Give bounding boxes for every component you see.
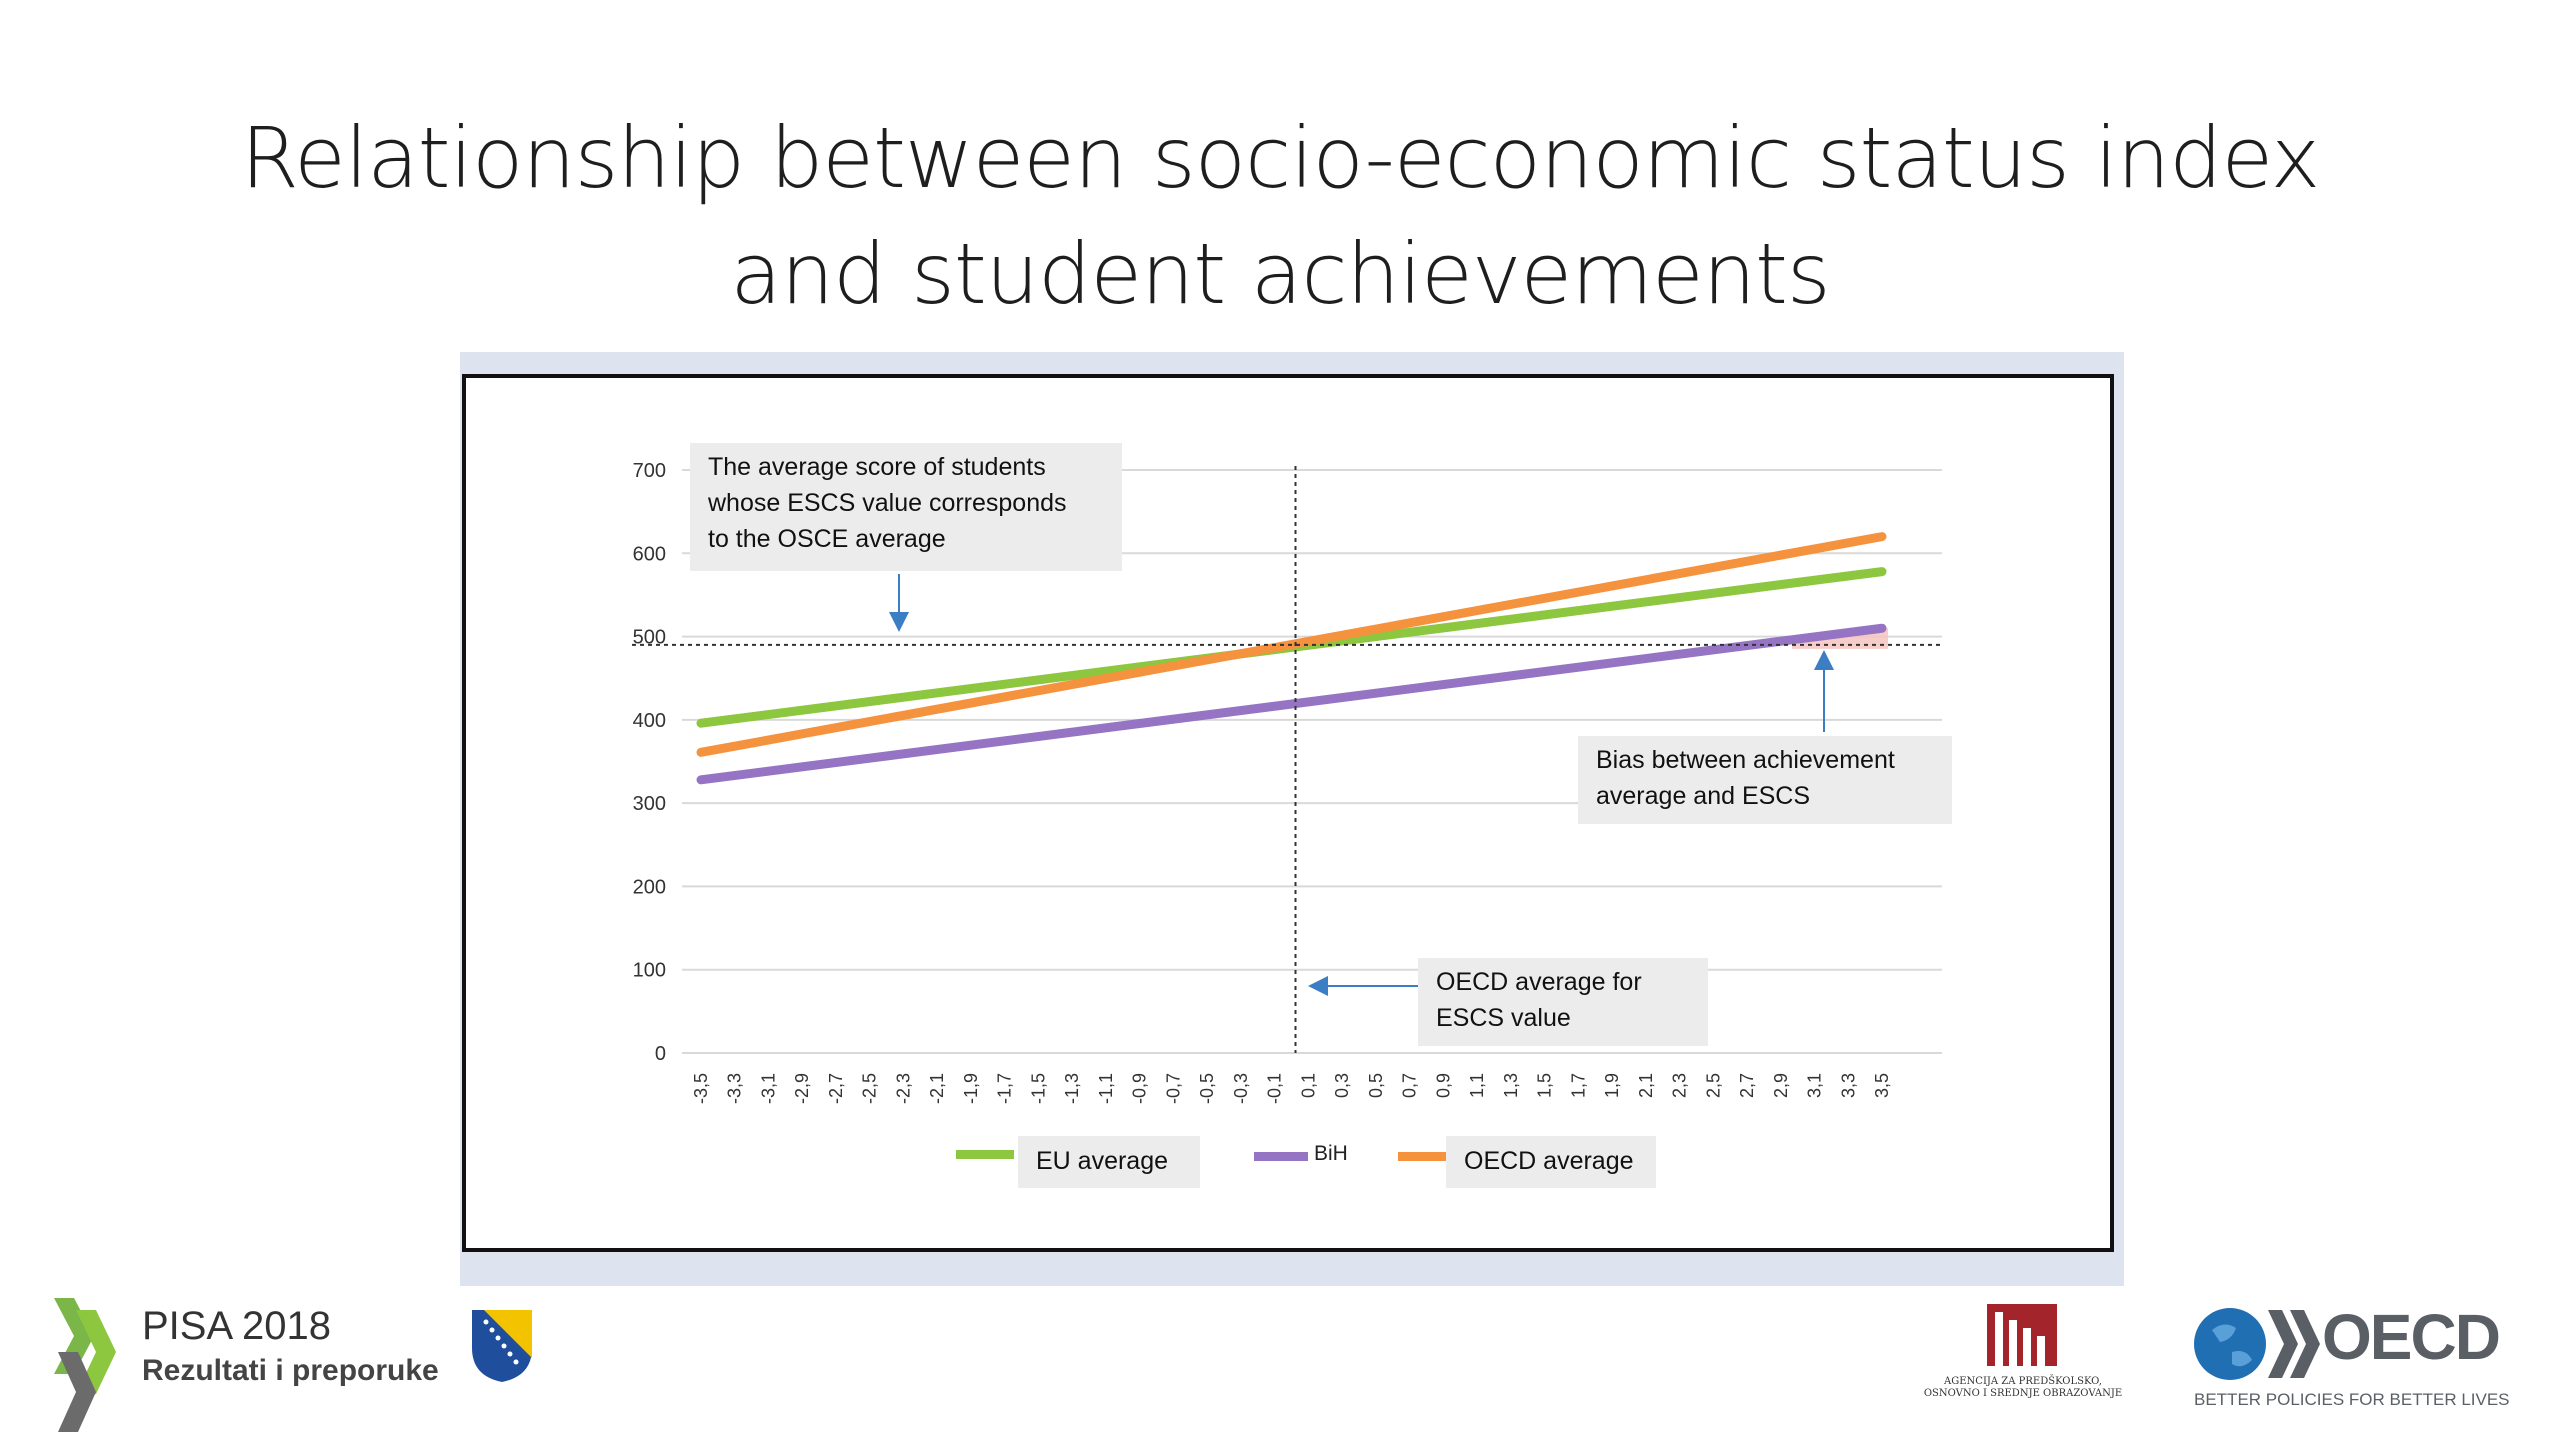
x-tick-label: -3,1: [758, 1073, 778, 1104]
y-tick-label: 600: [633, 543, 666, 565]
x-tick-label: -1,9: [961, 1073, 981, 1104]
agency-logo: AGENCIJA ZA PREDŠKOLSKO, OSNOVNO I SREDN…: [1898, 1298, 2148, 1408]
x-tick-label: -2,5: [860, 1073, 880, 1104]
x-tick-label: 0,3: [1332, 1073, 1352, 1098]
x-tick-label: 3,5: [1872, 1073, 1892, 1098]
pisa-logo: PISA 2018 Rezultati i preporuke: [52, 1296, 552, 1436]
legend-swatch-oecd: [1398, 1152, 1452, 1161]
x-tick-label: -0,7: [1163, 1073, 1183, 1104]
x-tick-label: -2,3: [893, 1073, 913, 1104]
x-tick-label: 2,5: [1703, 1073, 1723, 1098]
callout-oecd-escs-line-1: OECD average for: [1436, 968, 1642, 996]
x-tick-label: -1,1: [1096, 1073, 1116, 1104]
x-tick-label: -2,7: [826, 1073, 846, 1104]
y-tick-label: 200: [633, 876, 666, 898]
x-tick-label: -1,7: [995, 1073, 1015, 1104]
slide-title: Relationship between socio-economic stat…: [120, 100, 2440, 332]
x-tick-label: 1,9: [1602, 1073, 1622, 1098]
x-tick-label: -0,1: [1265, 1073, 1285, 1104]
x-tick-label: -2,1: [927, 1073, 947, 1104]
x-tick-label: 3,3: [1838, 1073, 1858, 1098]
oecd-tagline: BETTER POLICIES FOR BETTER LIVES: [2194, 1390, 2510, 1409]
callout-average-score-line-1: The average score of students: [708, 453, 1046, 481]
x-tick-label: 0,9: [1433, 1073, 1453, 1098]
x-tick-label: 1,7: [1568, 1073, 1588, 1098]
y-tick-label: 700: [633, 460, 666, 482]
x-tick-label: -1,3: [1062, 1073, 1082, 1104]
callout-oecd-escs: OECD average for ESCS value: [1418, 958, 1708, 1046]
x-tick-label: -0,3: [1231, 1073, 1251, 1104]
oecd-globe-icon: [2194, 1308, 2320, 1380]
callout-average-score-line-3: to the OSCE average: [708, 525, 946, 553]
legend-label-oecd: OECD average: [1446, 1136, 1656, 1188]
agency-name: AGENCIJA ZA PREDŠKOLSKO, OSNOVNO I SREDN…: [1898, 1376, 2148, 1400]
x-tick-label: 1,1: [1467, 1073, 1487, 1098]
callout-bias-line-1: Bias between achievement: [1596, 746, 1895, 774]
x-tick-label: 2,7: [1737, 1073, 1757, 1098]
oecd-logo: OECD BETTER POLICIES FOR BETTER LIVES: [2192, 1300, 2522, 1410]
callout-oecd-escs-line-2: ESCS value: [1436, 1004, 1571, 1032]
callout-bias-line-2: average and ESCS: [1596, 782, 1811, 810]
x-tick-label: 0,1: [1298, 1073, 1318, 1098]
x-tick-label: 2,3: [1670, 1073, 1690, 1098]
legend-label-eu: EU average: [1018, 1136, 1200, 1188]
x-tick-label: -0,9: [1130, 1073, 1150, 1104]
y-tick-label: 400: [633, 710, 666, 732]
legend-label-bih: BiH: [1314, 1142, 1348, 1165]
callout-average-score: The average score of students whose ESCS…: [690, 443, 1122, 571]
agency-name-line-1: AGENCIJA ZA PREDŠKOLSKO,: [1944, 1376, 2102, 1387]
x-tick-label: 1,5: [1535, 1073, 1555, 1098]
pisa-title: PISA 2018: [142, 1304, 332, 1348]
x-tick-label: -3,3: [725, 1073, 745, 1104]
x-tick-label: 2,9: [1771, 1073, 1791, 1098]
series-line-bih: [696, 623, 1887, 785]
x-tick-label: 2,1: [1636, 1073, 1656, 1098]
oecd-wordmark: OECD: [2322, 1301, 2501, 1373]
x-tick-label: 0,7: [1400, 1073, 1420, 1098]
pisa-chevron-icon: [54, 1298, 116, 1432]
x-tick-label: 1,3: [1501, 1073, 1521, 1098]
legend-swatch-eu: [956, 1150, 1014, 1159]
pisa-subtitle: Rezultati i preporuke: [142, 1354, 439, 1387]
y-tick-label: 300: [633, 793, 666, 815]
legend-swatch-bih: [1254, 1152, 1308, 1161]
title-line-1: Relationship between socio-economic stat…: [240, 109, 2321, 207]
y-tick-label: 500: [633, 627, 666, 649]
callout-average-score-line-2: whose ESCS value corresponds: [708, 489, 1067, 517]
x-tick-label: -1,5: [1028, 1073, 1048, 1104]
chart-plot: 0 100 200 300 400 500 600 700 -3,5 -3,3 -3,1 -2,9 -2…: [632, 460, 1942, 1104]
y-tick-label: 0: [655, 1043, 666, 1065]
agency-emblem-icon: [1987, 1304, 2057, 1366]
x-tick-label: -0,5: [1197, 1073, 1217, 1104]
title-line-2: and student achievements: [730, 225, 1830, 323]
x-tick-label: -2,9: [792, 1073, 812, 1104]
agency-name-line-2: OSNOVNO I SREDNJE OBRAZOVANJE: [1923, 1388, 2123, 1399]
x-tick-label: 0,5: [1366, 1073, 1386, 1098]
y-tick-label: 100: [633, 960, 666, 982]
bih-coat-of-arms-icon: [472, 1310, 532, 1382]
x-tick-label: -3,5: [691, 1073, 711, 1104]
callout-bias: Bias between achievement average and ESC…: [1578, 736, 1952, 824]
x-tick-label: 3,1: [1805, 1073, 1825, 1098]
